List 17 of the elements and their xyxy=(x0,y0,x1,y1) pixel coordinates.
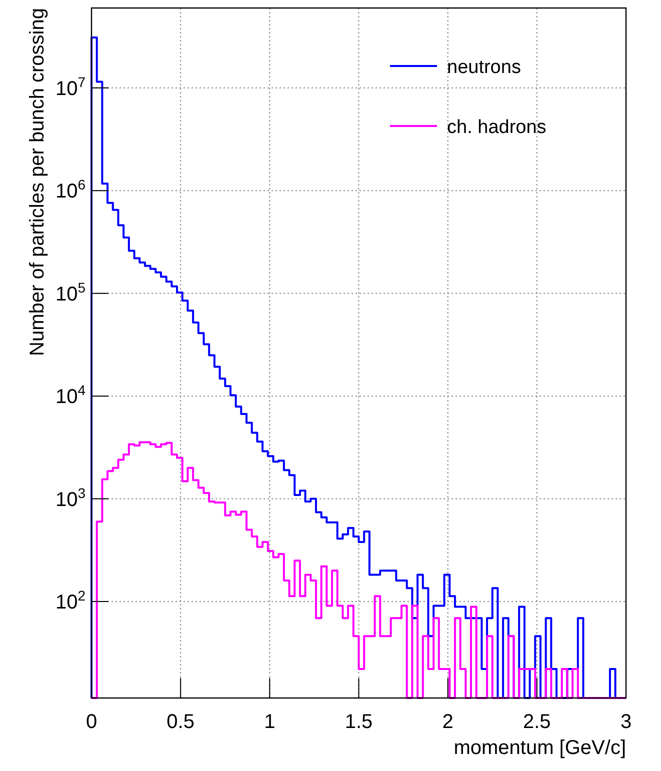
y-axis-title: Number of particles per bunch crossing xyxy=(26,8,48,356)
y-tick-label: 10$^{7}$ xyxy=(55,74,86,100)
x-tick-label: 0 xyxy=(86,711,98,733)
x-tick-label: 2.5 xyxy=(523,711,551,733)
y-tick-label: 10$^{5}$ xyxy=(55,279,86,306)
legend-label: neutrons xyxy=(447,57,521,78)
x-tick-label: 2 xyxy=(442,711,454,733)
y-tick-label: 10$^{3}$ xyxy=(55,484,86,511)
x-tick-label: 3 xyxy=(620,711,632,733)
y-tick-label: 10$^{2}$ xyxy=(55,588,86,614)
legend-label: ch. hadrons xyxy=(447,117,546,138)
y-tick-label: 10$^{6}$ xyxy=(55,176,86,203)
x-axis-title: momentum [GeV/c] xyxy=(454,737,626,759)
y-tick-label: 10$^{4}$ xyxy=(55,382,86,408)
x-tick-label: 1.5 xyxy=(344,711,373,733)
x-tick-label: 1 xyxy=(264,711,276,733)
x-tick-label: 0.5 xyxy=(166,711,194,733)
